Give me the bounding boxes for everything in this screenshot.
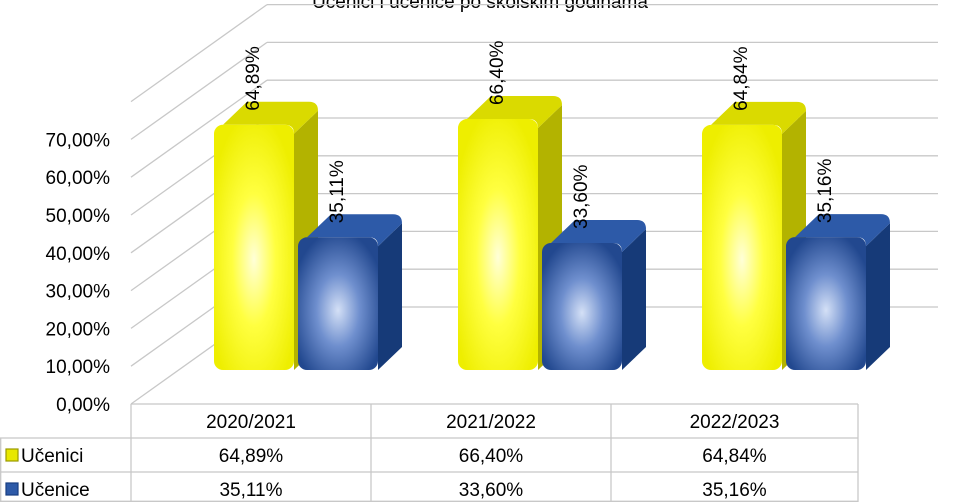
table-cell-value: 33,60% (459, 480, 524, 501)
chart-title: Učenici i učenice po školskim godinama (312, 0, 648, 13)
table-cell-value: 64,89% (219, 446, 284, 467)
data-label: 35,16% (815, 159, 836, 224)
legend-key-ucenici (5, 448, 19, 462)
y-tick-label: 10,00% (46, 357, 111, 378)
y-tick-label: 40,00% (46, 244, 111, 265)
gridline-side (130, 79, 268, 178)
x-category-label: 2022/2023 (690, 412, 780, 433)
gridline-side (130, 4, 268, 103)
legend-label-ucenice: Učenice (21, 480, 90, 501)
data-label: 64,84% (731, 46, 752, 111)
table-cell-value: 35,16% (702, 480, 767, 501)
y-tick-label: 70,00% (46, 130, 111, 151)
data-label: 66,40% (487, 40, 508, 105)
y-tick-label: 50,00% (46, 206, 111, 227)
data-label: 64,89% (243, 46, 264, 111)
data-label: 33,60% (571, 164, 592, 229)
y-tick-label: 0,00% (56, 395, 110, 416)
y-tick-label: 60,00% (46, 168, 111, 189)
y-tick-label: 20,00% (46, 319, 111, 340)
data-label: 35,11% (327, 160, 348, 223)
table-cell-value: 66,40% (459, 446, 524, 467)
legend-label-ucenici: Učenici (21, 446, 83, 467)
table-cell-value: 64,84% (702, 446, 767, 467)
x-category-label: 2021/2022 (446, 412, 536, 433)
gridline-side (130, 41, 268, 140)
table-cell-value: 35,11% (219, 480, 282, 501)
x-category-label: 2020/2021 (206, 412, 296, 433)
legend-key-ucenice (5, 482, 19, 496)
bar-ucenice (298, 214, 402, 370)
bar-ucenice (542, 219, 646, 370)
y-tick-label: 30,00% (46, 282, 111, 303)
bar-ucenice (786, 214, 890, 370)
